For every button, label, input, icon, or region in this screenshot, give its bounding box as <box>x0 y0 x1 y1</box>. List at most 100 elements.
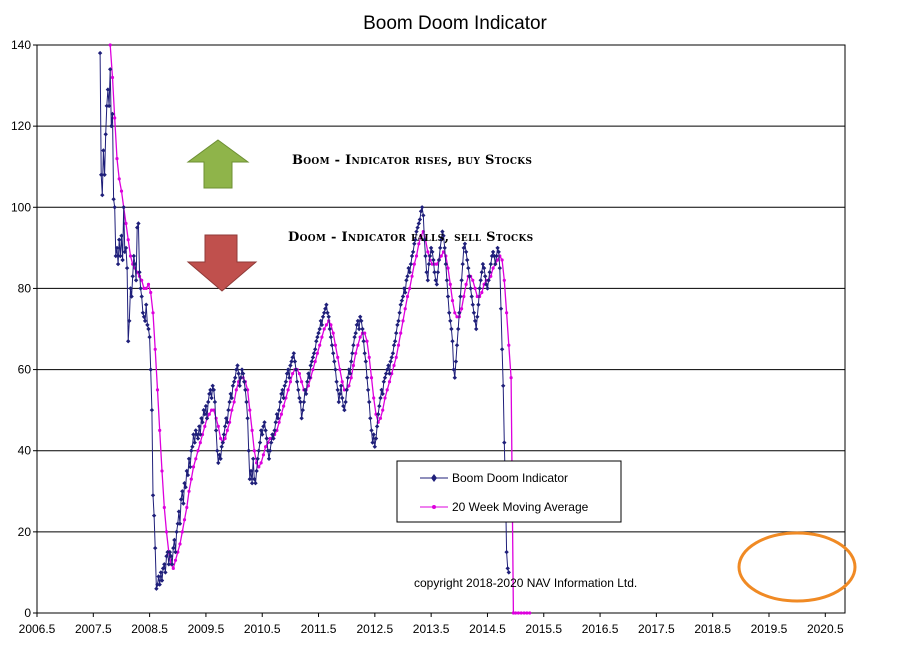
ma-point <box>336 355 340 359</box>
indicator-point <box>427 253 433 259</box>
ma-point <box>282 404 286 408</box>
indicator-point <box>317 326 322 332</box>
indicator-point <box>255 456 260 461</box>
ma-point <box>329 323 333 327</box>
ma-point <box>313 359 317 364</box>
indicator-point <box>121 205 126 210</box>
ma-point <box>171 566 175 571</box>
ma-point <box>277 420 281 424</box>
indicator-point <box>439 237 444 242</box>
ma-point <box>300 380 304 384</box>
ma-point <box>261 453 265 457</box>
indicator-point <box>294 379 300 384</box>
indicator-point <box>328 334 334 340</box>
indicator-point <box>385 367 390 372</box>
indicator-point <box>461 245 466 251</box>
indicator-point <box>257 440 263 445</box>
indicator-point <box>308 363 313 368</box>
ma-point <box>228 420 232 424</box>
x-axis: 2006.5 2007.5 2008.5 2009.5 2010.5 2011.5 2012… <box>19 613 844 636</box>
indicator-point <box>203 403 209 409</box>
indicator-point <box>273 420 278 425</box>
ma-point <box>354 351 358 355</box>
indicator-point <box>139 294 144 299</box>
indicator-point <box>159 578 165 583</box>
ma-point <box>320 335 324 339</box>
indicator-point <box>334 379 339 384</box>
ma-point <box>480 290 484 295</box>
indicator-point <box>156 574 161 579</box>
indicator-point <box>370 440 375 445</box>
ma-point <box>394 355 398 359</box>
indicator-point <box>262 420 267 425</box>
series-moving-average <box>108 43 532 615</box>
indicator-point <box>278 399 283 405</box>
indicator-point <box>208 387 213 393</box>
indicator-point <box>313 347 318 352</box>
indicator-point <box>363 359 368 364</box>
indicator-point <box>307 375 312 380</box>
indicator-point <box>238 375 243 380</box>
indicator-point <box>333 367 338 372</box>
indicator-point <box>418 209 424 214</box>
ma-point <box>403 307 407 311</box>
indicator-point <box>405 274 410 279</box>
indicator-point <box>454 343 460 348</box>
indicator-point <box>360 326 365 332</box>
ma-point <box>522 611 526 615</box>
ma-point <box>160 469 164 473</box>
grid-lines <box>37 125 845 533</box>
y-tick-label: 80 <box>18 281 32 295</box>
ma-point <box>315 351 319 355</box>
indicator-point <box>505 566 510 571</box>
x-tick-label: 2006.5 <box>19 622 56 636</box>
indicator-point <box>475 314 480 319</box>
indicator-point <box>281 395 286 401</box>
ma-point <box>426 250 430 254</box>
indicator-point <box>162 562 167 567</box>
indicator-point <box>228 391 233 397</box>
ma-point <box>453 311 457 315</box>
ma-point <box>356 343 360 347</box>
indicator-point <box>323 306 328 311</box>
indicator-point <box>178 497 184 502</box>
ma-point <box>383 396 387 400</box>
x-tick-label: 2010.5 <box>244 622 281 636</box>
ma-point <box>396 343 401 347</box>
indicator-point <box>390 351 396 356</box>
indicator-point <box>414 229 419 234</box>
indicator-point <box>115 261 121 267</box>
ma-point <box>519 611 523 615</box>
indicator-point <box>289 359 294 364</box>
indicator-point <box>120 257 125 263</box>
indicator-point <box>452 375 457 380</box>
indicator-point <box>388 359 393 364</box>
plot-area-border <box>36 44 846 614</box>
indicator-point <box>190 444 195 449</box>
indicator-point <box>248 468 254 474</box>
ma-point <box>297 372 301 376</box>
ma-point <box>198 441 202 445</box>
ma-point <box>473 286 477 290</box>
indicator-point <box>436 257 442 263</box>
ma-point <box>146 282 151 286</box>
indicator-point <box>448 318 453 324</box>
indicator-point <box>272 428 277 433</box>
indicator-point <box>124 265 130 271</box>
indicator-point <box>221 432 227 437</box>
indicator-point <box>450 339 455 344</box>
indicator-point <box>220 440 225 445</box>
indicator-point <box>298 399 303 405</box>
x-tick-label: 2018.5 <box>694 622 731 636</box>
indicator-point <box>288 363 293 368</box>
ma-point <box>151 311 155 315</box>
y-tick-label: 100 <box>11 200 31 214</box>
ma-point <box>464 282 468 286</box>
ma-point <box>176 550 180 554</box>
ma-point <box>509 376 513 380</box>
indicator-point <box>239 367 245 372</box>
copyright-text: copyright 2018-2020 NAV Information Ltd. <box>414 576 637 590</box>
indicator-point <box>119 233 124 238</box>
indicator-point <box>293 367 299 372</box>
indicator-point <box>136 221 141 226</box>
